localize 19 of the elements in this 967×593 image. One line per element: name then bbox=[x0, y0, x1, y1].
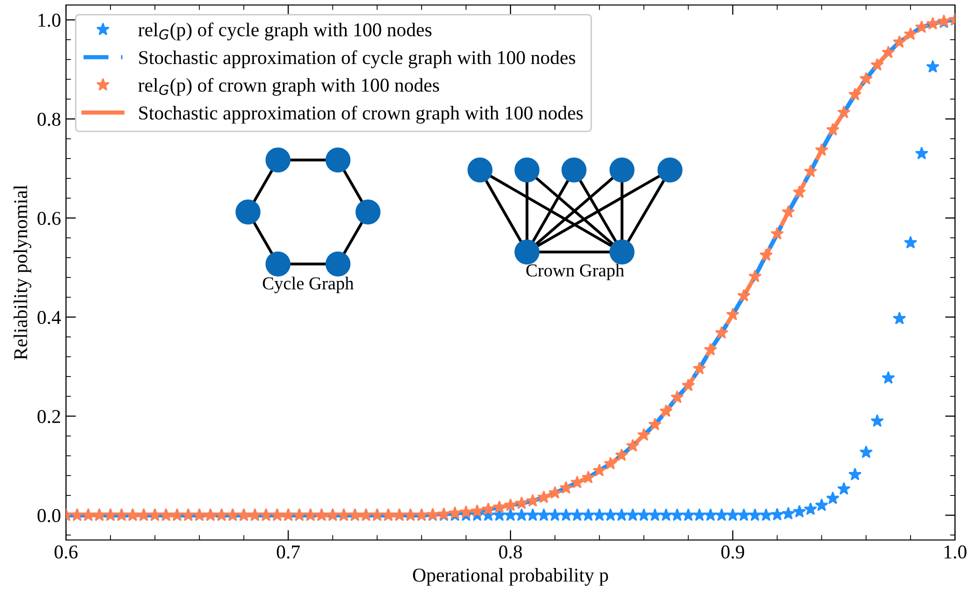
y-axis-title: Reliability polynomial bbox=[14, 185, 32, 360]
legend-label: Stochastic approximation of cycle graph with 100 nodes bbox=[139, 50, 576, 68]
y-tick-label: 0.6 bbox=[38, 212, 61, 226]
annotation: Cycle Graph bbox=[262, 276, 354, 294]
x-tick-label: 1.0 bbox=[944, 545, 966, 559]
x-axis-title: Operational probability p bbox=[413, 568, 608, 586]
y-tick-label: 0.4 bbox=[38, 310, 61, 324]
y-tick-label: 0.2 bbox=[38, 410, 60, 424]
y-tick-label: 1.0 bbox=[38, 14, 60, 27]
x-tick-label: 0.6 bbox=[54, 545, 78, 559]
x-tick-label: 0.8 bbox=[499, 545, 522, 559]
y-tick-label: 0.8 bbox=[38, 112, 60, 126]
legend-label: rel$_{G}$(p) of crown graph with 100 nodes bbox=[138, 78, 440, 96]
x-tick-label: 0.9 bbox=[721, 545, 744, 559]
legend-label: Stochastic approximation of crown graph with 100 nodes bbox=[139, 106, 583, 124]
x-tick-label: 0.7 bbox=[276, 545, 300, 559]
annotation: Crown Graph bbox=[526, 264, 624, 280]
legend-label: rel$_{G}$(p) of cycle graph with 100 nodes bbox=[138, 22, 432, 40]
y-tick-label: 0.0 bbox=[38, 509, 60, 522]
